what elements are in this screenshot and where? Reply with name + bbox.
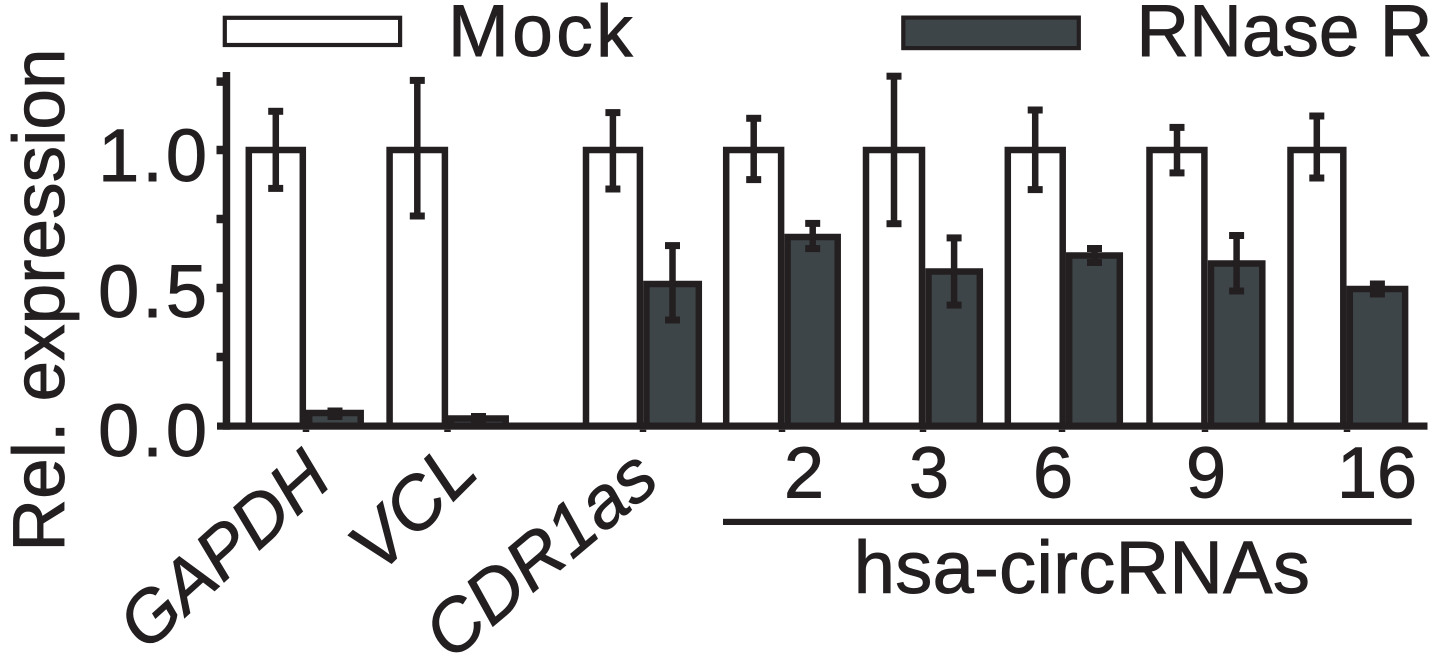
- svg-text:3: 3: [909, 434, 949, 514]
- svg-text:16: 16: [1337, 434, 1417, 514]
- svg-text:9: 9: [1186, 434, 1226, 514]
- svg-text:0.0: 0.0: [98, 389, 210, 472]
- svg-text:1.0: 1.0: [98, 114, 210, 197]
- svg-text:Rel. expression: Rel. expression: [0, 48, 80, 551]
- svg-text:RNase R: RNase R: [1136, 0, 1432, 72]
- svg-text:6: 6: [1033, 434, 1073, 514]
- svg-text:hsa-circRNAs: hsa-circRNAs: [854, 526, 1310, 609]
- svg-text:Mock: Mock: [448, 0, 636, 72]
- svg-text:2: 2: [784, 434, 824, 514]
- svg-text:0.5: 0.5: [98, 250, 210, 333]
